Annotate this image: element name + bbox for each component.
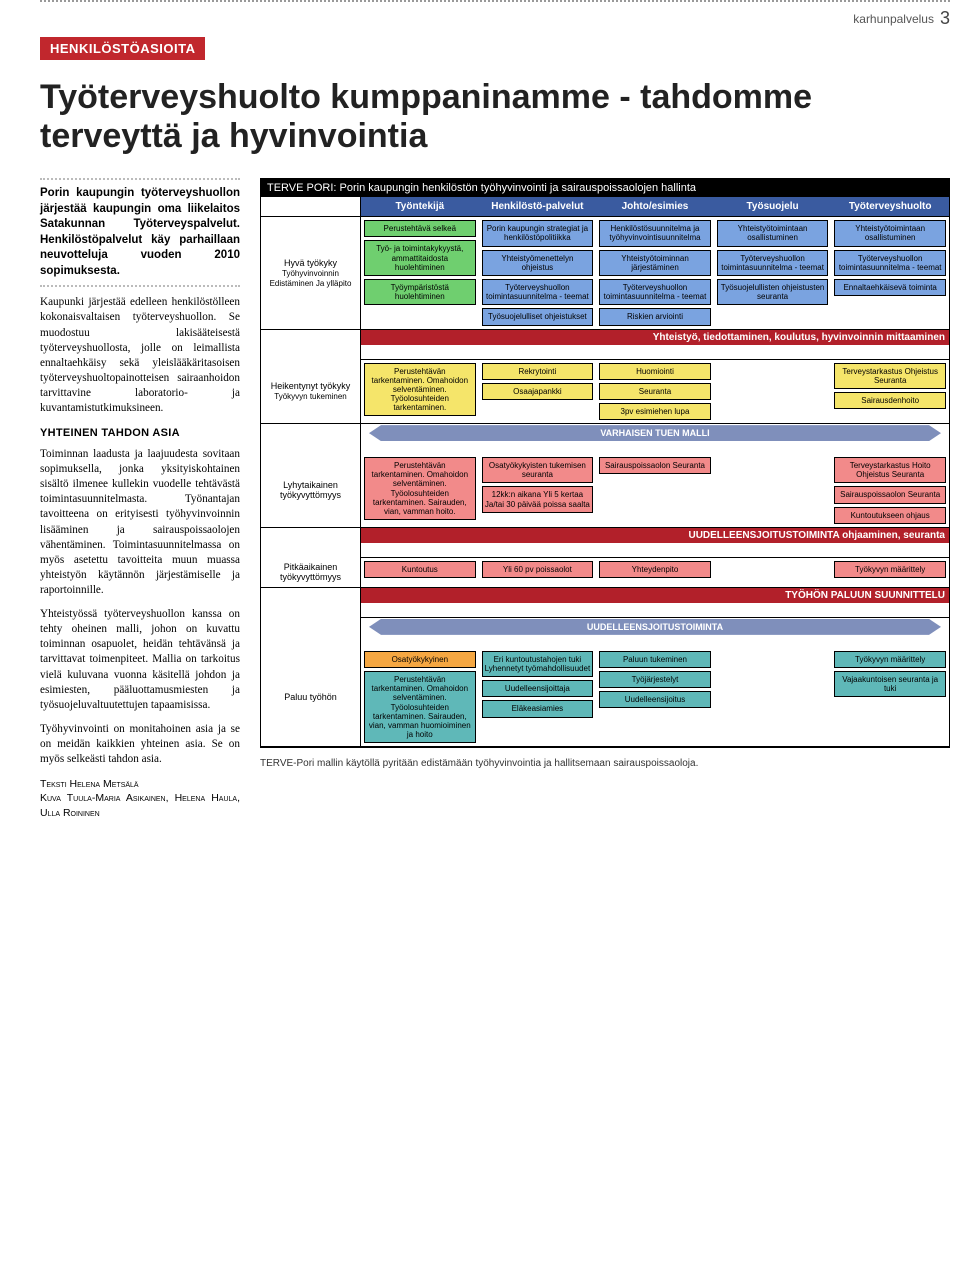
subhead: YHTEINEN TAHDON ASIA <box>40 426 240 441</box>
diagram-caption: TERVE-Pori mallin käytöllä pyritään edis… <box>260 758 950 769</box>
paragraph: Yhteistyössä työterveyshuollon kanssa on… <box>40 607 240 713</box>
diagram-box: Yhteistyömenettelyn ohjeistus <box>482 250 594 276</box>
diagram-box: Eri kuntoutustahojen tuki Lyhennetyt työ… <box>482 651 594 677</box>
byline: Teksti Helena Metsälä Kuva Tuula-Maria A… <box>40 777 240 820</box>
diagram-box: Huomiointi <box>599 363 711 380</box>
diagram-box: Uudelleensijoittaja <box>482 680 594 697</box>
diagram-box: Eläkeasiamies <box>482 700 594 717</box>
diagram-box: Työterveyshuollon toimintasuunnitelma - … <box>599 279 711 305</box>
headline: Työterveyshuolto kumppaninamme - tahdomm… <box>40 78 920 156</box>
diagram-box: Vajaakuntoisen seuranta ja tuki <box>834 671 946 697</box>
diagram-box: Yhteistyötoiminnan järjestäminen <box>599 250 711 276</box>
band-label: UUDELLEENSJOITUSTOIMINTA ohjaaminen, seu… <box>361 528 949 543</box>
diagram-box: Yli 60 pv poissaolot <box>482 561 594 578</box>
row-label: Pitkäaikainen työkyvyttömyys <box>261 558 361 587</box>
diagram-column: TERVE PORI: Porin kaupungin henkilöstön … <box>260 178 950 820</box>
row-label: Heikentynyt työkykyTyökyvyn tukeminen <box>261 360 361 424</box>
row-label: Lyhytaikainen työkyvyttömyys <box>261 454 361 527</box>
diagram-box: Työ- ja toimintakykyystä, ammattitaidost… <box>364 240 476 276</box>
diagram-box: 12kk:n aikana Yli 5 kertaa Ja/tai 30 päi… <box>482 486 594 512</box>
diagram-box: Yhteydenpito <box>599 561 711 578</box>
header-bar: karhunpalvelus 3 <box>0 2 960 31</box>
diagram-box: Sairauspoissaolon Seuranta <box>599 457 711 474</box>
diagram-box: Kuntoutukseen ohjaus <box>834 507 946 524</box>
diagram-box: Työkyvyn määrittely <box>834 561 946 578</box>
diagram-box: Työterveyshuollon toimintasuunnitelma - … <box>834 250 946 276</box>
brand-label: karhunpalvelus <box>853 12 934 26</box>
diagram-box: Yhteistyötoimintaan osallistuminen <box>717 220 829 246</box>
diagram-box: Osatyökykyinen <box>364 651 476 668</box>
paragraph: Työhyvinvointi on monitahoinen asia ja s… <box>40 722 240 767</box>
diagram-box: Uudelleensijoitus <box>599 691 711 708</box>
column-header: Työntekijä <box>361 197 479 216</box>
column-header: Henkilöstö-palvelut <box>479 197 597 216</box>
diagram-box: Porin kaupungin strategiat ja henkilöstö… <box>482 220 594 246</box>
diagram-box: Perustehtävän tarkentaminen. Omahoidon s… <box>364 363 476 417</box>
category-chip: HENKILÖSTÖASIOITA <box>40 37 205 60</box>
diagram-box: Riskien arviointi <box>599 308 711 325</box>
diagram-box: Perustehtävän tarkentaminen. Omahoidon s… <box>364 457 476 520</box>
diagram-box: Ennaltaehkäisevä toiminta <box>834 279 946 296</box>
diagram-title: TERVE PORI: Porin kaupungin henkilöstön … <box>261 179 949 197</box>
diagram-box: Terveystarkastus Ohjeistus Seuranta <box>834 363 946 389</box>
diagram-box: Osatyökykyisten tukemisen seuranta <box>482 457 594 483</box>
paragraph: Toiminnan laadusta ja laajuudesta sovita… <box>40 447 240 598</box>
diagram-box: Työkyvyn määrittely <box>834 651 946 668</box>
row-label: Paluu työhön <box>261 648 361 747</box>
column-header: Työterveyshuolto <box>831 197 949 216</box>
diagram-box: Seuranta <box>599 383 711 400</box>
chip-label: HENKILÖSTÖASIOITA <box>50 41 195 56</box>
terve-pori-diagram: TERVE PORI: Porin kaupungin henkilöstön … <box>260 178 950 748</box>
band-label: Yhteistyö, tiedottaminen, koulutus, hyvi… <box>361 330 949 345</box>
lede: Porin kaupungin työterveyshuollon järjes… <box>40 178 240 287</box>
diagram-box: Osaajapankki <box>482 383 594 400</box>
diagram-box: Työsuojelulliset ohjeistukset <box>482 308 594 325</box>
diagram-box: 3pv esimiehen lupa <box>599 403 711 420</box>
diagram-box: Työjärjestelyt <box>599 671 711 688</box>
row-label: Hyvä työkykyTyöhyvinvoinnin Edistäminen … <box>261 217 361 328</box>
diagram-box: Terveystarkastus Hoito Ohjeistus Seurant… <box>834 457 946 483</box>
diagram-box: Työterveyshuollon toimintasuunnitelma - … <box>717 250 829 276</box>
column-header: Johto/esimies <box>596 197 714 216</box>
page-number: 3 <box>940 8 950 29</box>
diagram-box: Rekrytointi <box>482 363 594 380</box>
band-label: TYÖHÖN PALUUN SUUNNITTELU <box>361 588 949 603</box>
column-header: Työsuojelu <box>714 197 832 216</box>
paragraph: Kaupunki järjestää edelleen henkilöstöll… <box>40 295 240 416</box>
diagram-box: Sairausdenhoito <box>834 392 946 409</box>
arrow-band: UUDELLEENSJOITUSTOIMINTA <box>369 619 941 635</box>
arrow-band: VARHAISEN TUEN MALLI <box>369 425 941 441</box>
diagram-box: Perustehtävä selkeä <box>364 220 476 237</box>
diagram-box: Paluun tukeminen <box>599 651 711 668</box>
diagram-box: Työterveyshuollon toimintasuunnitelma - … <box>482 279 594 305</box>
diagram-box: Työympäristöstä huolehtiminen <box>364 279 476 305</box>
diagram-box: Yhteistyötoimintaan osallistuminen <box>834 220 946 246</box>
article-text-column: Porin kaupungin työterveyshuollon järjes… <box>40 178 240 820</box>
diagram-box: Työsuojelullisten ohjeistusten seuranta <box>717 279 829 305</box>
diagram-box: Kuntoutus <box>364 561 476 578</box>
diagram-box: Sairauspoissaolon Seuranta <box>834 486 946 503</box>
diagram-box: Perustehtävän tarkentaminen. Omahoidon s… <box>364 671 476 743</box>
diagram-box: Henkilöstösuunnitelma ja työhyvinvointis… <box>599 220 711 246</box>
